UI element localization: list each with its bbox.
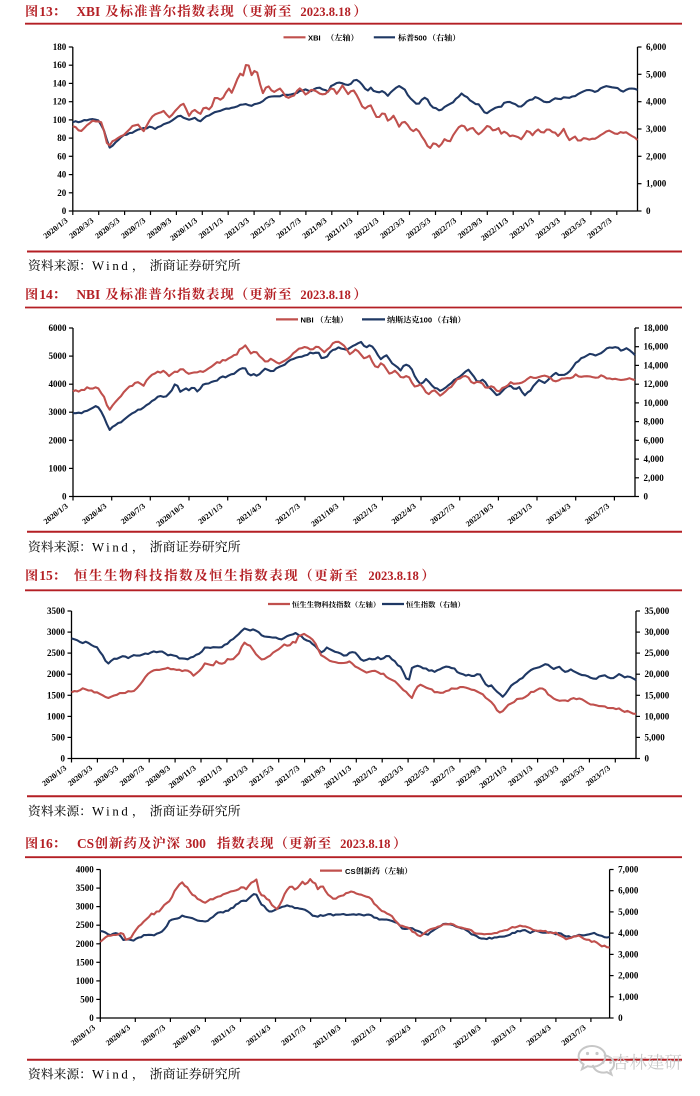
- svg-text:0: 0: [645, 754, 650, 764]
- svg-text:Wind: Wind: [92, 1068, 130, 1082]
- svg-text:35,000: 35,000: [645, 606, 670, 616]
- svg-text:0: 0: [644, 492, 649, 502]
- svg-text:5,000: 5,000: [646, 69, 667, 79]
- svg-text:15: 15: [39, 568, 53, 583]
- svg-text:5000: 5000: [49, 351, 68, 361]
- svg-text:16: 16: [39, 836, 53, 851]
- svg-text:3500: 3500: [47, 606, 66, 616]
- svg-text:2000: 2000: [47, 669, 66, 679]
- svg-text:2023.8.18: 2023.8.18: [300, 288, 350, 302]
- svg-text:2,000: 2,000: [618, 971, 639, 981]
- svg-text:1,000: 1,000: [646, 179, 667, 189]
- svg-text:4000: 4000: [49, 379, 68, 389]
- svg-text:20: 20: [57, 188, 67, 198]
- svg-text:CS: CS: [345, 867, 356, 876]
- svg-text:XBI: XBI: [308, 34, 321, 43]
- svg-text:Wind: Wind: [92, 540, 130, 554]
- svg-text:0: 0: [62, 492, 67, 502]
- svg-text:4,000: 4,000: [644, 454, 665, 464]
- svg-text:3,000: 3,000: [646, 124, 667, 134]
- svg-text:20,000: 20,000: [645, 669, 670, 679]
- svg-text:3500: 3500: [76, 883, 95, 893]
- svg-text:6000: 6000: [49, 323, 68, 333]
- svg-text:13: 13: [39, 4, 53, 19]
- svg-text:4000: 4000: [76, 865, 95, 875]
- svg-text:0: 0: [61, 754, 66, 764]
- svg-text:3000: 3000: [47, 627, 66, 637]
- svg-text:2000: 2000: [49, 435, 68, 445]
- svg-text:6,000: 6,000: [646, 42, 667, 52]
- svg-text:500: 500: [80, 994, 94, 1004]
- svg-text:2023.8.18: 2023.8.18: [300, 5, 350, 19]
- svg-text:5,000: 5,000: [645, 732, 666, 742]
- svg-text:1000: 1000: [49, 463, 68, 473]
- svg-text:500: 500: [414, 34, 427, 43]
- svg-text:3000: 3000: [49, 407, 68, 417]
- svg-text:16,000: 16,000: [644, 342, 669, 352]
- svg-text:10,000: 10,000: [644, 398, 669, 408]
- svg-text:10,000: 10,000: [645, 711, 670, 721]
- svg-text:500: 500: [52, 732, 66, 742]
- svg-text:1000: 1000: [76, 976, 95, 986]
- svg-text:2023.8.18: 2023.8.18: [368, 569, 418, 583]
- svg-text:12,000: 12,000: [644, 379, 669, 389]
- svg-text:2500: 2500: [47, 648, 66, 658]
- svg-text:2000: 2000: [76, 939, 95, 949]
- svg-text:5,000: 5,000: [618, 907, 639, 917]
- svg-text:1000: 1000: [47, 711, 66, 721]
- svg-text:14: 14: [39, 287, 53, 302]
- svg-text:4,000: 4,000: [646, 97, 667, 107]
- svg-text:140: 140: [53, 78, 67, 88]
- svg-text:300: 300: [186, 836, 207, 851]
- svg-text:2,000: 2,000: [644, 473, 665, 483]
- svg-text:1500: 1500: [76, 957, 95, 967]
- svg-text:1,000: 1,000: [618, 992, 639, 1002]
- svg-text:6,000: 6,000: [644, 435, 665, 445]
- svg-text:2,000: 2,000: [646, 151, 667, 161]
- svg-text:25,000: 25,000: [645, 648, 670, 658]
- svg-text:CS: CS: [77, 836, 94, 851]
- svg-text:120: 120: [53, 97, 67, 107]
- svg-text:8,000: 8,000: [644, 417, 665, 427]
- svg-text:1500: 1500: [47, 690, 66, 700]
- svg-text:100: 100: [53, 115, 67, 125]
- svg-text:2023.8.18: 2023.8.18: [340, 837, 390, 851]
- svg-text:100: 100: [419, 316, 432, 325]
- svg-text:Wind: Wind: [92, 259, 130, 273]
- svg-text:NBI: NBI: [301, 316, 314, 325]
- svg-text:2500: 2500: [76, 920, 95, 930]
- svg-text:XBI: XBI: [76, 4, 100, 19]
- svg-text:0: 0: [62, 206, 67, 216]
- svg-text:180: 180: [53, 42, 67, 52]
- svg-text:160: 160: [53, 60, 67, 70]
- svg-text:7,000: 7,000: [618, 865, 639, 875]
- svg-text:0: 0: [646, 206, 651, 216]
- svg-text:3000: 3000: [76, 902, 95, 912]
- svg-text:0: 0: [618, 1013, 623, 1023]
- svg-text:60: 60: [57, 151, 67, 161]
- svg-text:15,000: 15,000: [645, 690, 670, 700]
- svg-text:0: 0: [89, 1013, 94, 1023]
- svg-text:Wind: Wind: [92, 805, 130, 819]
- svg-text:4,000: 4,000: [618, 928, 639, 938]
- svg-text:14,000: 14,000: [644, 360, 669, 370]
- svg-text:3,000: 3,000: [618, 949, 639, 959]
- svg-text:18,000: 18,000: [644, 323, 669, 333]
- svg-text:NBI: NBI: [76, 287, 100, 302]
- svg-text:6,000: 6,000: [618, 886, 639, 896]
- svg-text:80: 80: [57, 133, 67, 143]
- svg-text:30,000: 30,000: [645, 627, 670, 637]
- svg-text:40: 40: [57, 170, 67, 180]
